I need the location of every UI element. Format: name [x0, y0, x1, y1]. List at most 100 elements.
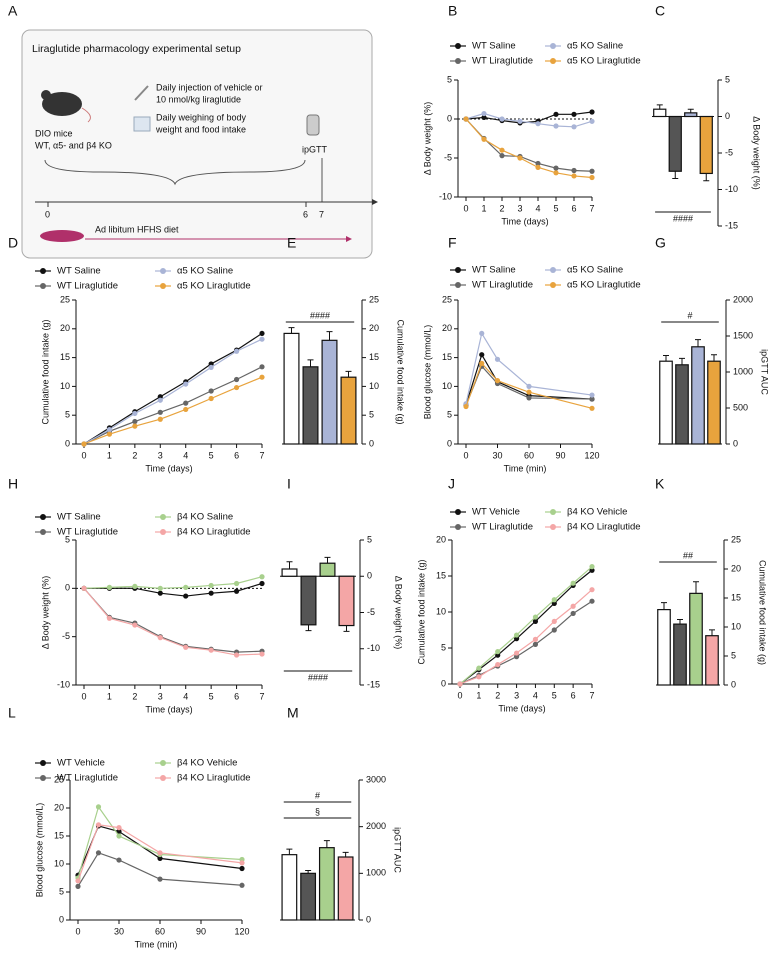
- x-tick-label: 3: [158, 450, 163, 460]
- series-line: [83, 338, 263, 445]
- series-line: [459, 569, 593, 685]
- y-tick-label: 0: [366, 914, 371, 924]
- data-point: [463, 116, 469, 122]
- bar: [340, 376, 357, 445]
- data-point: [106, 615, 113, 621]
- data-point: [479, 360, 485, 366]
- test-label: ipGTT: [302, 144, 328, 154]
- y-tick-label: 5: [59, 886, 64, 896]
- y-tick-label: 1500: [733, 330, 753, 340]
- data-point: [132, 583, 138, 590]
- legend-label: α5 KO Liraglutide: [177, 281, 251, 292]
- y-tick-label: 25: [60, 294, 70, 304]
- panel-letter: A: [8, 3, 18, 19]
- y-tick-label: 5: [725, 74, 730, 84]
- y-tick-label: 0: [369, 438, 374, 448]
- data-point: [106, 584, 113, 590]
- data-point: [513, 650, 520, 656]
- data-point: [259, 330, 265, 337]
- data-point: [495, 649, 501, 655]
- brace: [44, 159, 306, 186]
- panel-letter: I: [287, 476, 291, 492]
- x-tick-label: 0: [81, 450, 86, 460]
- error-bar: [286, 561, 293, 569]
- y-tick-label: -10: [57, 679, 70, 689]
- x-tick-label: 120: [234, 926, 249, 936]
- y-tick-label: 0: [441, 678, 446, 688]
- panel-letter: H: [8, 476, 18, 492]
- x-tick-label: 120: [584, 450, 599, 460]
- legend-label: WT Liraglutide: [472, 522, 533, 533]
- legend-swatch: [455, 58, 461, 64]
- setup-diagram: A Liraglutide pharmacology experimental …: [8, 3, 378, 259]
- data-point: [233, 652, 240, 658]
- data-point: [532, 614, 539, 620]
- injection-label: Daily injection of vehicle or: [156, 82, 263, 92]
- data-point: [499, 116, 505, 122]
- genotype-label: WT, α5- and β4 KO: [35, 140, 112, 150]
- legend-label: β4 KO Vehicle: [177, 758, 237, 769]
- x-tick-label: 0: [463, 450, 468, 460]
- legend-label: α5 KO Liraglutide: [567, 280, 641, 291]
- data-point: [132, 423, 138, 429]
- x-tick-label: 60: [155, 926, 165, 936]
- series-line: [83, 366, 263, 445]
- bar: [300, 575, 317, 626]
- annotation: #: [687, 310, 692, 320]
- x-tick-label: 1: [107, 450, 112, 460]
- y-tick-label: 20: [442, 323, 452, 333]
- y-tick-label: 15: [60, 352, 70, 362]
- data-point: [208, 364, 214, 370]
- data-point: [183, 400, 189, 406]
- x-tick-label: 2: [132, 691, 137, 701]
- data-point: [233, 376, 240, 383]
- data-point: [589, 392, 595, 398]
- data-point: [481, 136, 487, 142]
- legend-swatch: [40, 268, 46, 274]
- bar: [321, 339, 338, 445]
- x-tick-label: 3: [517, 203, 522, 213]
- legend-swatch: [455, 267, 461, 273]
- legend-label: WT Saline: [472, 265, 516, 276]
- error-bar: [679, 357, 685, 365]
- x-axis-label: Time (days): [145, 704, 192, 714]
- bar: [668, 115, 682, 172]
- day-label: 7: [319, 209, 324, 219]
- y-tick-label: 5: [447, 74, 452, 84]
- day-label: 6: [303, 209, 308, 219]
- y-tick-label: -15: [367, 679, 380, 689]
- x-tick-label: 2: [499, 203, 504, 213]
- data-point: [495, 652, 501, 658]
- x-tick-label: 5: [553, 203, 558, 213]
- y-axis-label: Δ Body weight (%): [394, 576, 404, 650]
- data-point: [183, 644, 189, 650]
- y-tick-label: -10: [439, 191, 452, 201]
- panel-letter: D: [8, 235, 18, 251]
- x-axis-label: Time (days): [501, 216, 548, 226]
- error-bar: [709, 629, 715, 636]
- error-bar: [711, 354, 717, 362]
- data-point: [157, 409, 163, 415]
- y-tick-label: -5: [367, 607, 375, 617]
- y-tick-label: 0: [65, 438, 70, 448]
- data-point: [116, 825, 122, 831]
- data-point: [259, 651, 265, 657]
- x-tick-label: 0: [81, 691, 86, 701]
- legend-label: WT Liraglutide: [57, 527, 118, 538]
- y-axis-label: Blood glucose (mmol/L): [34, 803, 44, 898]
- y-tick-label: -10: [725, 184, 738, 194]
- mouse-icon: [42, 92, 82, 116]
- bar: [281, 568, 298, 577]
- data-point: [81, 585, 87, 591]
- syringe-icon: [134, 85, 149, 101]
- bar: [675, 364, 689, 445]
- legend-label: WT Liraglutide: [57, 773, 118, 784]
- day-label: 0: [45, 209, 50, 219]
- y-tick-label: -5: [62, 631, 70, 641]
- bar: [338, 575, 355, 627]
- error-bar: [307, 359, 314, 367]
- data-point: [183, 406, 189, 413]
- bar: [659, 360, 673, 445]
- data-point: [95, 850, 102, 856]
